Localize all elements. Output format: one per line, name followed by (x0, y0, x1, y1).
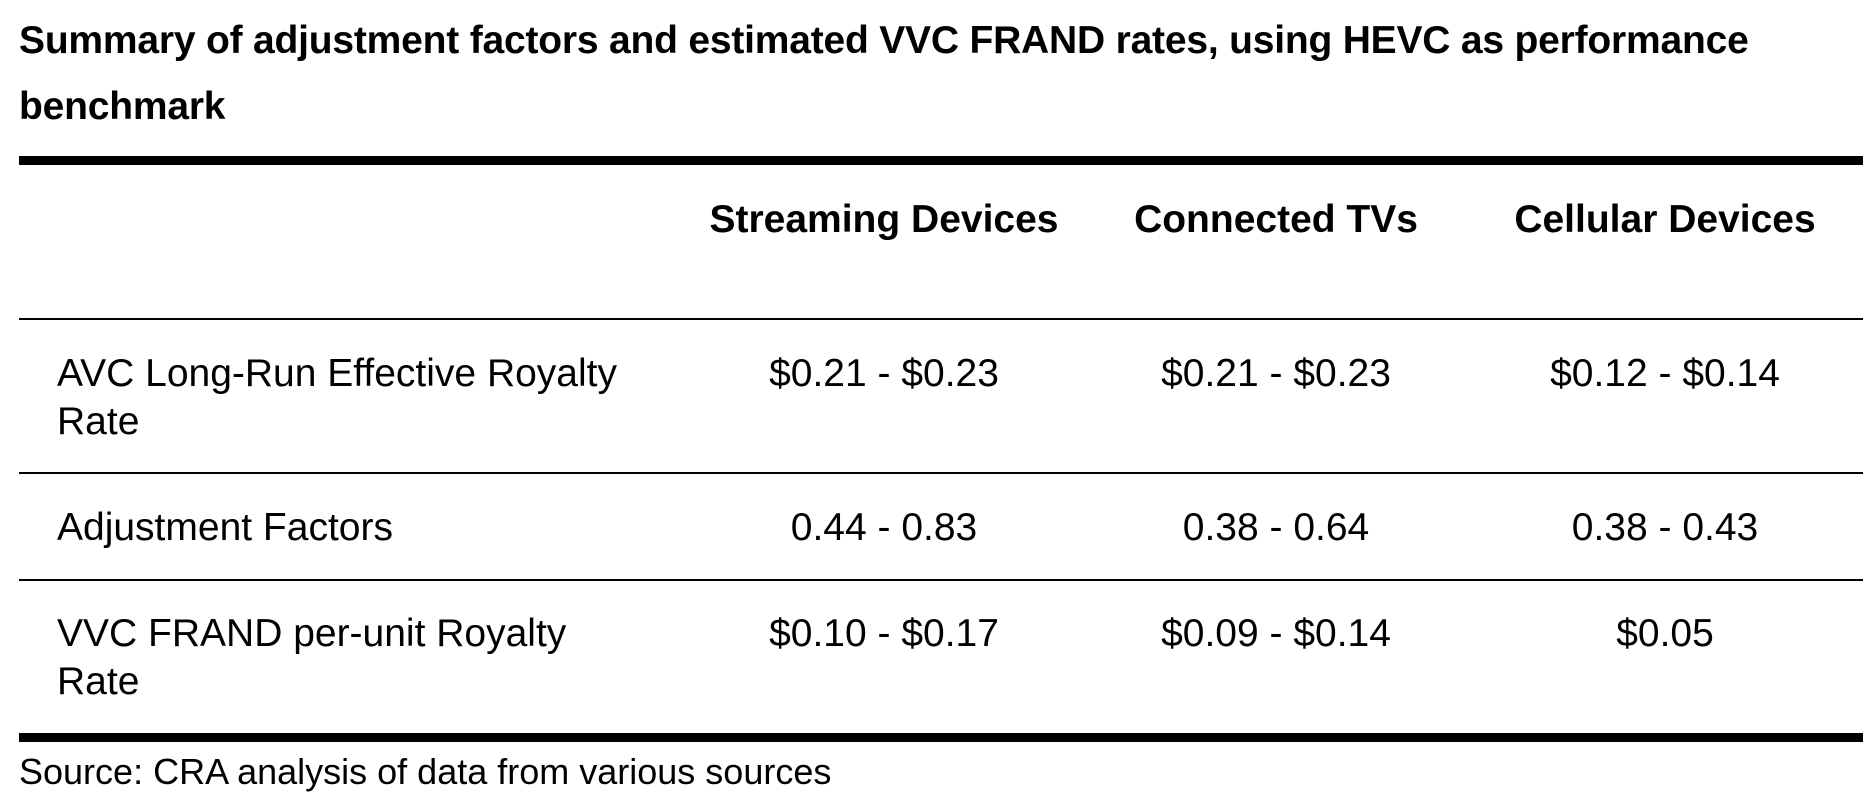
table-cell: $0.09 - $0.14 (1161, 612, 1391, 655)
table-cell: 0.38 - 0.64 (1182, 506, 1370, 549)
table-bottom-rule (19, 733, 1863, 742)
table-cell: 0.44 - 0.83 (790, 506, 978, 549)
column-header-connected-tvs: Connected TVs (1134, 198, 1418, 241)
header-divider (19, 318, 1863, 320)
row-divider (19, 472, 1863, 474)
row-divider (19, 579, 1863, 581)
column-header-streaming-devices: Streaming Devices (709, 198, 1059, 241)
table-cell: $0.21 - $0.23 (1161, 352, 1391, 395)
table-cell: $0.05 (1616, 612, 1714, 655)
row-label-adjustment-factors: Adjustment Factors (57, 506, 393, 549)
table-cell: $0.12 - $0.14 (1550, 352, 1780, 395)
source-note: Source: CRA analysis of data from variou… (19, 751, 832, 792)
table-title: Summary of adjustment factors and estima… (19, 19, 1749, 128)
table-cell: $0.21 - $0.23 (769, 352, 999, 395)
table-top-rule (19, 156, 1863, 165)
table-cell: $0.10 - $0.17 (769, 612, 999, 655)
table-cell: 0.38 - 0.43 (1571, 506, 1759, 549)
column-header-cellular-devices: Cellular Devices (1514, 198, 1816, 241)
row-label-vvc-frand-rate: VVC FRAND per-unit Royalty Rate (57, 612, 567, 703)
row-label-avc-rate: AVC Long-Run Effective Royalty Rate (57, 352, 617, 443)
